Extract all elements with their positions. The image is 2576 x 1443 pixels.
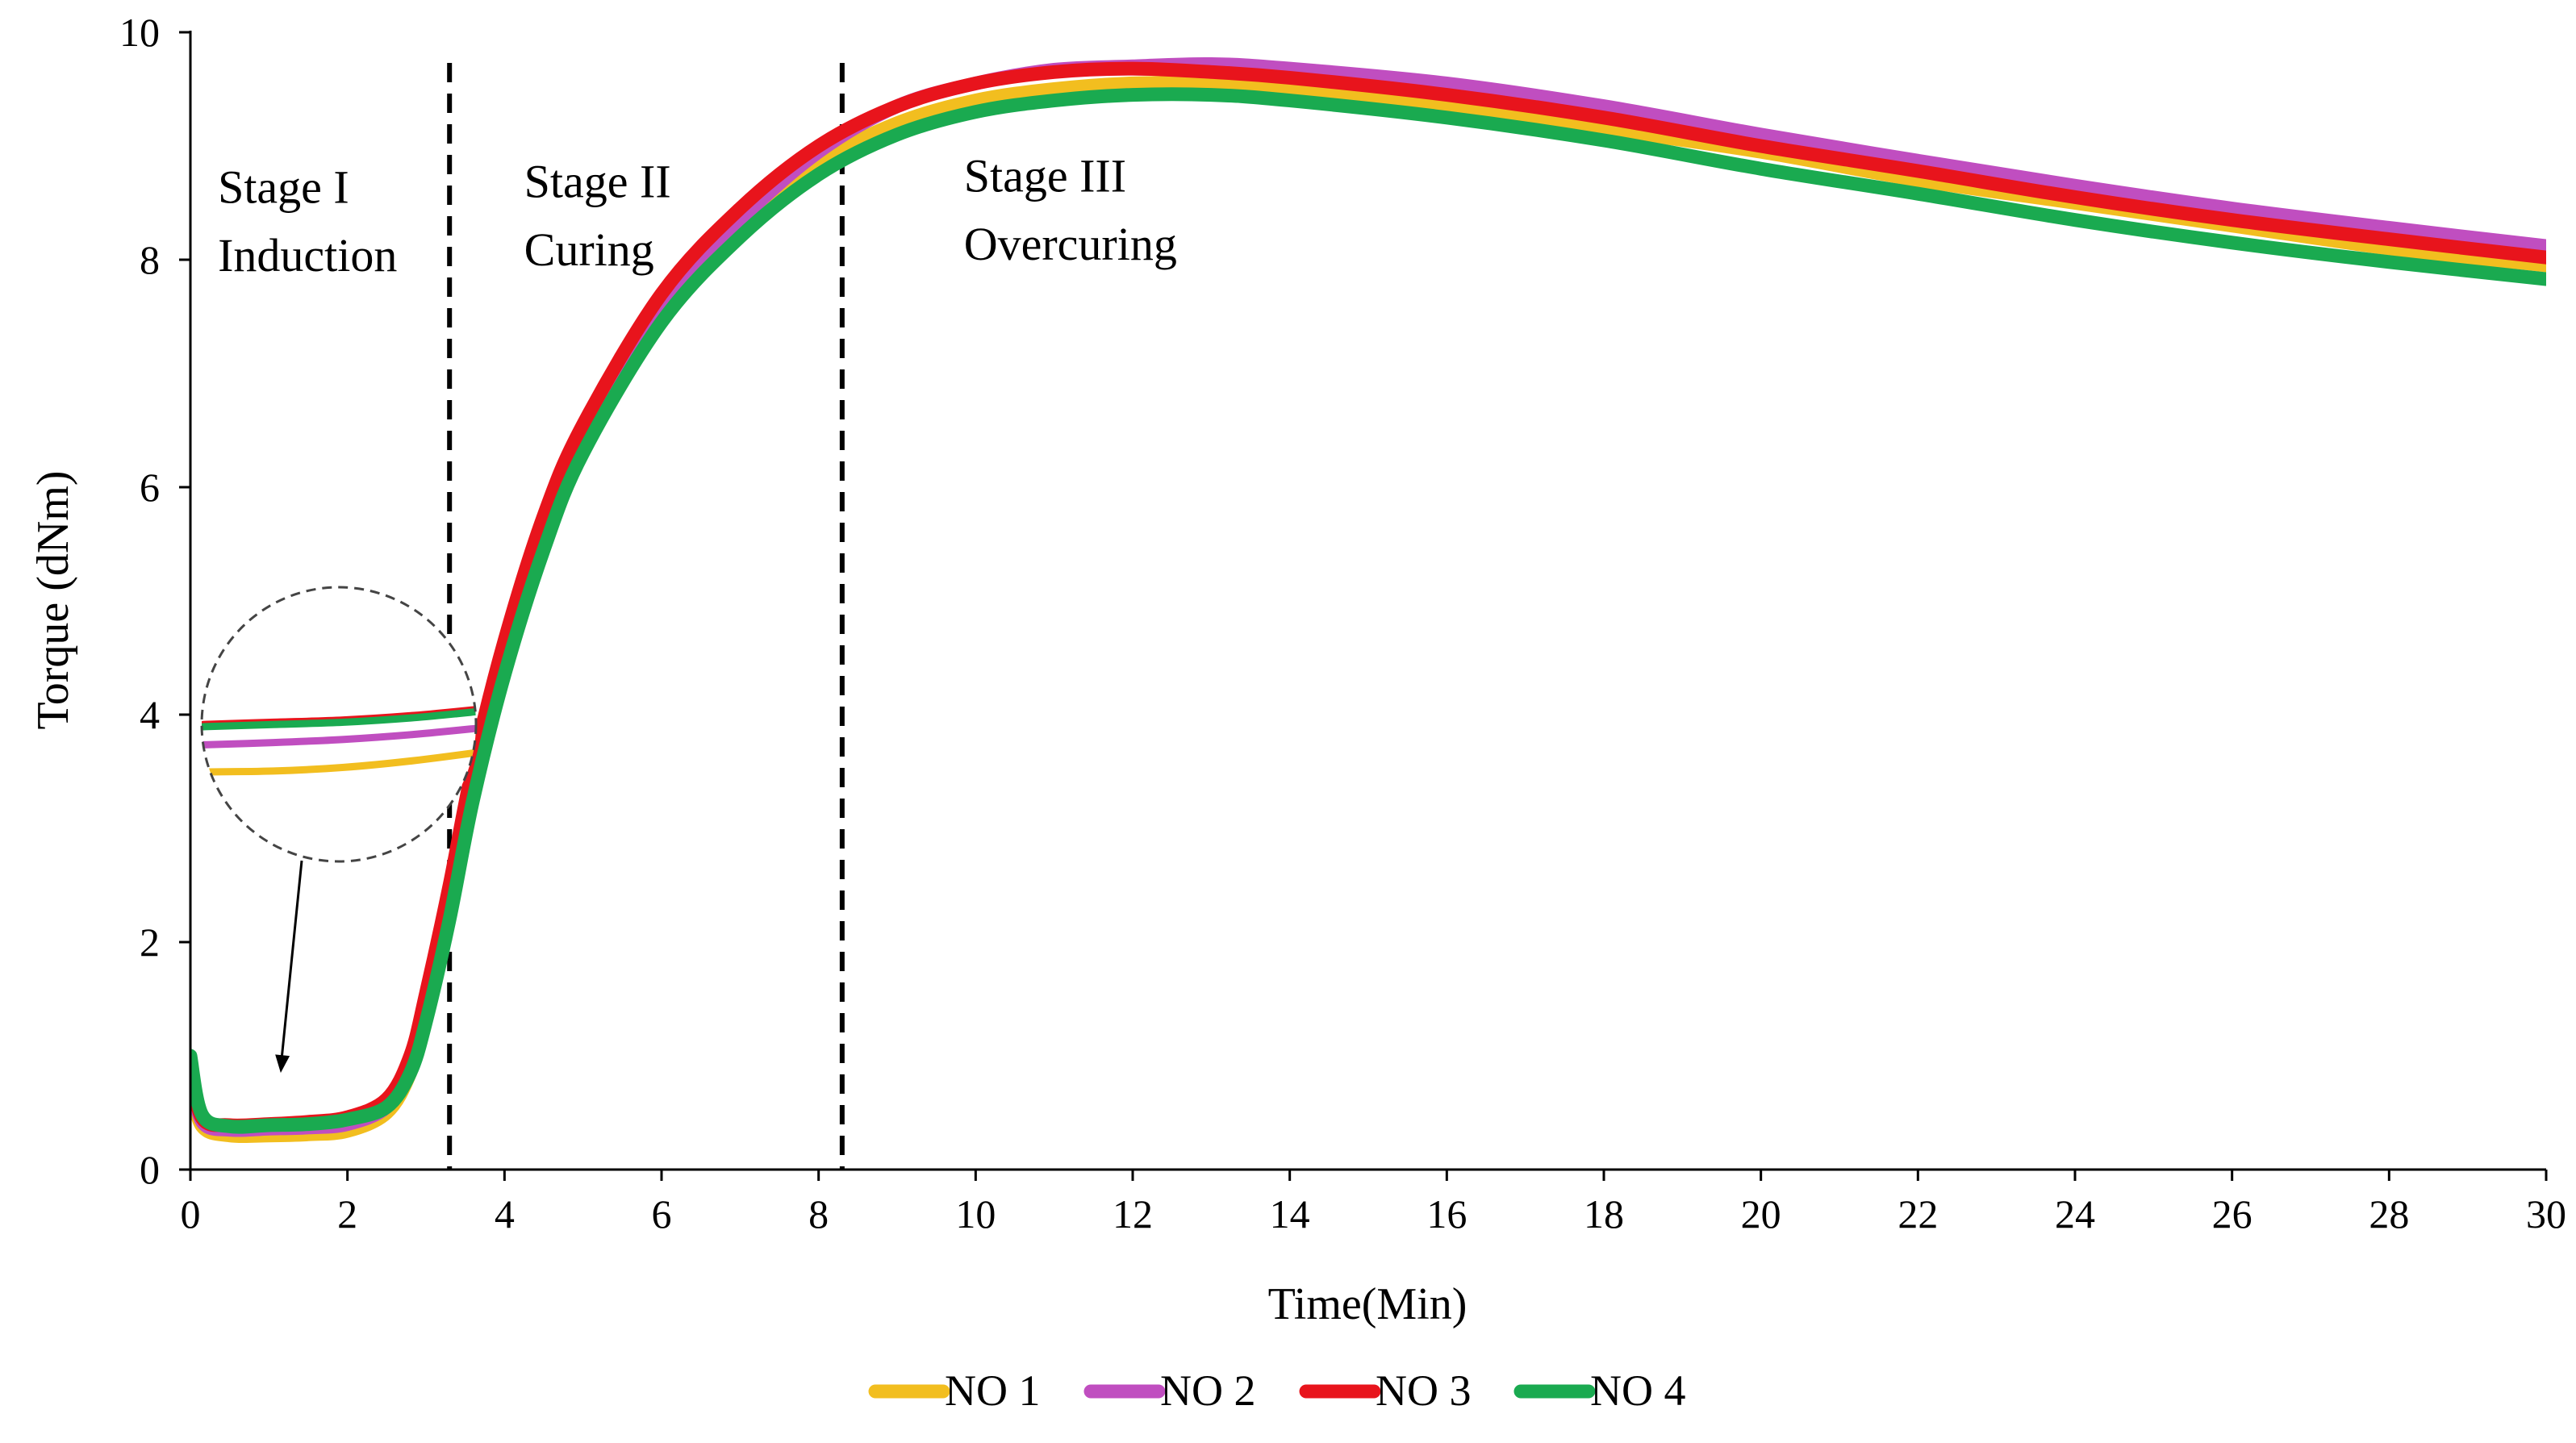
x-tick-label: 22	[1898, 1191, 1938, 1237]
x-tick-label: 12	[1113, 1191, 1153, 1237]
x-tick-label: 8	[808, 1191, 829, 1237]
legend-label-1: NO 1	[945, 1366, 1041, 1415]
zoom-series-line-1	[202, 748, 476, 776]
stage-2-title: Stage II	[524, 155, 671, 207]
x-tick-label: 6	[652, 1191, 672, 1237]
legend-label-2: NO 2	[1160, 1366, 1256, 1415]
x-axis-title: Time(Min)	[1268, 1279, 1468, 1329]
stage-1-name: Induction	[218, 229, 397, 282]
x-tick-label: 0	[181, 1191, 201, 1237]
x-tick-label: 26	[2212, 1191, 2252, 1237]
x-tick-label: 16	[1426, 1191, 1467, 1237]
zoom-arrow-head	[275, 1054, 290, 1074]
stage-3-title: Stage III	[964, 149, 1126, 202]
legend-label-3: NO 3	[1376, 1366, 1472, 1415]
x-tick-label: 4	[495, 1191, 515, 1237]
x-tick-label: 14	[1270, 1191, 1310, 1237]
zoom-series-line-2	[202, 724, 476, 749]
y-tick-label: 10	[119, 10, 160, 55]
series-lines	[190, 56, 2546, 1144]
series-line-4	[190, 87, 2546, 1134]
y-tick-label: 4	[140, 692, 160, 737]
x-tick-label: 2	[337, 1191, 357, 1237]
x-tick-label: 24	[2055, 1191, 2095, 1237]
y-tick-label: 0	[140, 1147, 160, 1192]
stage-1-title: Stage I	[218, 161, 349, 214]
zoom-arrow-line	[279, 860, 303, 1069]
zoom-inset-circle	[200, 586, 478, 863]
x-tick-label: 30	[2526, 1191, 2566, 1237]
stage-boundary-lines	[447, 63, 845, 1170]
y-tick-label: 2	[140, 920, 160, 965]
x-tick-label: 28	[2369, 1191, 2409, 1237]
stage-3-name: Overcuring	[964, 218, 1177, 270]
legend-label-4: NO 4	[1590, 1366, 1686, 1415]
x-tick-label: 20	[1741, 1191, 1781, 1237]
legend: NO 1 NO 2 NO 3 NO 4	[868, 1366, 1686, 1415]
y-tick-label: 6	[140, 465, 160, 510]
stage-labels: Stage I Induction Stage II Curing Stage III O…	[218, 149, 1177, 282]
y-axis-title: Torque (dNm)	[28, 470, 78, 729]
zoom-inset	[200, 586, 478, 1074]
x-tick-label: 10	[955, 1191, 996, 1237]
stage-2-name: Curing	[524, 223, 654, 276]
zoom-inset-lines	[202, 705, 476, 776]
y-tick-label: 8	[140, 237, 160, 282]
zoom-series-line-4	[202, 707, 476, 731]
x-tick-label: 18	[1584, 1191, 1624, 1237]
